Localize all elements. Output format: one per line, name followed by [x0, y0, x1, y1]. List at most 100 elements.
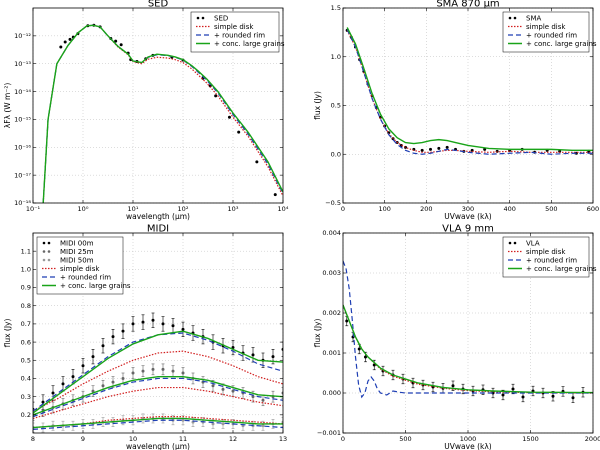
- series-line--rounded-rim-50m: [33, 419, 283, 430]
- data-point: [51, 391, 55, 395]
- data-point: [261, 398, 265, 402]
- y-tick-label: 10⁻¹⁷: [14, 171, 31, 179]
- data-point: [273, 193, 277, 197]
- y-axis-label: λFλ (W m⁻²): [3, 83, 12, 129]
- series-group: [33, 312, 283, 433]
- legend-swatch: [508, 16, 512, 20]
- y-tick-label: 0.4: [21, 375, 31, 383]
- y-tick-label: 0.002: [322, 309, 341, 317]
- legend-box: [502, 236, 590, 278]
- x-tick-label: 10¹: [128, 205, 139, 213]
- legend-label: + rounded rim: [60, 273, 111, 281]
- legend-label: MIDI 50m: [60, 256, 94, 264]
- x-tick-label: 9: [81, 435, 85, 443]
- series-line--rounded-rim: [346, 29, 593, 155]
- data-point: [71, 375, 75, 379]
- y-tick-label: −0.5: [325, 199, 341, 207]
- data-point: [171, 369, 175, 373]
- panel-sed: 10⁻¹ 10⁰ 10¹ 10² 10³ 10⁴ 10⁻¹⁸ 10⁻¹⁷ 10⁻¹⁶ 10⁻¹⁵ 1…: [3, 0, 289, 221]
- legend-swatch: [47, 241, 51, 245]
- x-tick-label: 600: [587, 205, 599, 213]
- legend-label: MIDI 25m: [60, 248, 94, 256]
- y-tick-label: 0.8: [21, 302, 31, 310]
- legend-box: [190, 11, 280, 53]
- series-group: [345, 27, 593, 155]
- y-tick-label: 0.6: [21, 338, 31, 346]
- x-tick-label: 12: [229, 435, 237, 443]
- data-point: [437, 146, 441, 150]
- legend-swatch: [42, 241, 46, 245]
- x-axis-label: wavelength (μm): [126, 212, 190, 221]
- panel-sma: 0 100 200 300 400 500 600 −0.5 0.0 0.5 1.0 1.5 SMA 8…: [313, 0, 599, 221]
- y-tick-label: 1.0: [331, 53, 341, 61]
- legend-label: + conc. large grains: [60, 282, 131, 290]
- data-point: [255, 160, 259, 164]
- y-axis-label: flux (Jy): [3, 319, 12, 348]
- data-point: [214, 94, 218, 98]
- legend-swatch: [47, 250, 51, 253]
- y-tick-label: 0.004: [322, 229, 341, 237]
- data-point: [357, 347, 361, 351]
- data-point: [111, 380, 115, 384]
- data-point: [61, 382, 65, 386]
- y-tick-label: 0.2: [21, 411, 31, 419]
- data-point: [237, 130, 241, 134]
- data-point: [521, 395, 525, 399]
- data-point: [231, 389, 235, 393]
- legend-label: simple disk: [214, 23, 254, 31]
- data-point: [63, 40, 67, 44]
- y-tick-label: 1.5: [331, 4, 341, 12]
- y-tick-label: 10⁻¹⁴: [14, 88, 31, 96]
- x-tick-label: 500: [399, 435, 411, 443]
- legend-swatch: [47, 258, 51, 262]
- data-point: [227, 115, 231, 119]
- data-point: [181, 327, 185, 331]
- x-tick-label: 0: [341, 435, 345, 443]
- data-point: [364, 355, 367, 359]
- chart-title: VLA 9 mm: [442, 224, 494, 235]
- data-point: [551, 394, 555, 398]
- x-tick-label: 400: [503, 205, 515, 213]
- data-point: [511, 387, 515, 391]
- x-tick-label: 1000: [460, 435, 477, 443]
- legend-label: VLA: [526, 239, 540, 247]
- data-point: [345, 319, 349, 323]
- series-line--conc-large-grains: [346, 27, 593, 152]
- data-point: [114, 39, 118, 43]
- data-point: [131, 322, 135, 326]
- data-point: [251, 353, 255, 357]
- data-point: [211, 422, 215, 426]
- legend-swatch: [196, 16, 200, 20]
- data-point: [181, 418, 185, 422]
- y-tick-label: 1.1: [21, 247, 31, 255]
- legend-box: [36, 236, 124, 295]
- data-point: [121, 329, 125, 333]
- data-point: [251, 395, 255, 399]
- x-tick-label: 200: [420, 205, 432, 213]
- series-group: [42, 23, 283, 203]
- legend-swatch: [42, 258, 46, 262]
- data-point: [119, 43, 123, 47]
- legend-label: + rounded rim: [526, 256, 577, 264]
- series-line--conc-large-grains: [42, 24, 283, 203]
- chart-title: SMA 870 μm: [436, 0, 499, 10]
- x-tick-label: 300: [462, 205, 474, 213]
- data-point: [429, 147, 432, 151]
- x-tick-label: 0: [341, 205, 345, 213]
- data-point: [151, 318, 155, 322]
- x-tick-label: 10⁰: [78, 205, 89, 213]
- x-tick-label: 100: [378, 205, 390, 213]
- data-point: [261, 424, 265, 428]
- x-tick-label: 10: [129, 435, 137, 443]
- legend-swatch: [513, 241, 517, 245]
- data-point: [501, 393, 505, 397]
- y-tick-label: 1.0: [21, 266, 31, 274]
- panel-vla: 0 500 1000 1500 2000 −0.001 0.000 0.001 0.002 0.0…: [313, 224, 600, 450]
- data-point: [101, 344, 105, 348]
- x-tick-label: 10³: [228, 205, 239, 213]
- data-point: [91, 355, 95, 359]
- y-tick-label: 0.0: [331, 150, 341, 158]
